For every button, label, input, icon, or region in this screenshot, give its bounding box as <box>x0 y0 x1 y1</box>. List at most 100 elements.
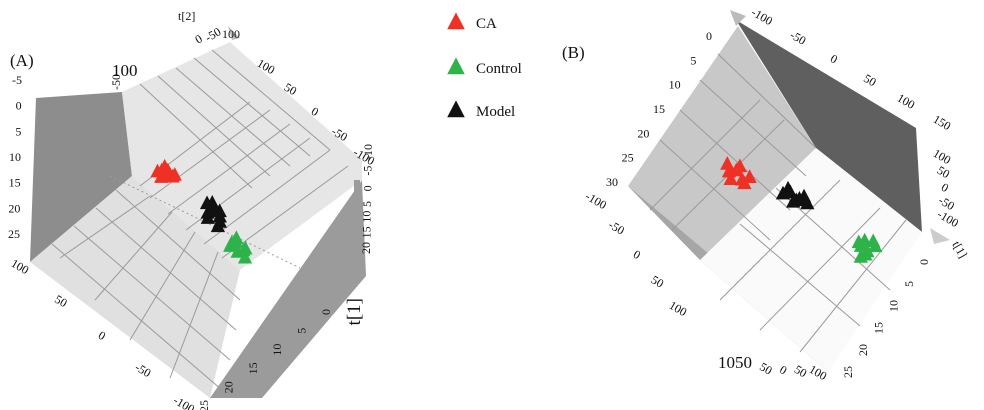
panel-b-point-ca-5 <box>732 158 747 173</box>
panel-b-t2-top-tick-4: 100 <box>895 91 918 112</box>
panel-b-bottom-tick-2: 50 <box>792 362 809 380</box>
panel-b-t3-left-tick-2: 20 <box>637 126 649 140</box>
panel-b-t3-right-tick-2: 10 <box>887 300 901 312</box>
panel-a-t1-left-tick-1: 50 <box>52 292 69 310</box>
panel-a-t3-right-tick-6: 20 <box>359 242 373 254</box>
panel-a-t1-top-mark: 100 <box>112 61 138 80</box>
panel-b-point-ca-7 <box>723 171 738 185</box>
panel-b-top-arrow <box>730 10 746 26</box>
panel-b-point-model-7 <box>800 195 815 210</box>
panel-b-t2-left-tick-2: 0 <box>631 247 643 262</box>
panel-a-t3-right-tick-5: 15 <box>359 226 373 238</box>
panel-b-t2-left-tick-0: -100 <box>583 189 609 212</box>
panel-a-t2-label: t[2] <box>178 9 195 23</box>
panel-a-label: (A) <box>10 51 34 70</box>
panel-a-point-control-6 <box>223 238 238 252</box>
panel-b-bottom-tick-1: 0 <box>777 362 789 377</box>
panel-a-t3-left-tick-1: 20 <box>8 201 20 215</box>
panel-a-t3-left-tick-0: 25 <box>8 227 20 241</box>
panel-a-t1-left-tick-2: 0 <box>96 328 108 343</box>
panel-b-t3-left-tick-6: 0 <box>706 29 712 43</box>
panel-a-t3-left-tick-6: -5 <box>12 73 22 87</box>
panel-a-t3-bottom-tick-4: 5 <box>295 328 309 334</box>
legend-label-2: Model <box>476 104 515 120</box>
panel-b-t3-right-tick-4: 20 <box>856 344 870 356</box>
panel-b-t1-label: t[1] <box>949 239 970 261</box>
panel-b-t2-right-tick-2: 0 <box>939 180 951 195</box>
panel-b-point-control-3 <box>851 234 866 249</box>
panel-a-t3-right-tick-3: 5 <box>360 201 374 207</box>
panel-a-t1-label: t[1] <box>344 298 365 325</box>
panel-b-point-control-7 <box>868 238 883 253</box>
panel-a-back-plane <box>122 42 362 270</box>
panel-b-left-wall <box>628 26 816 260</box>
panel-b-t2-top-tick-3: 50 <box>861 71 878 89</box>
panel-b-right-arrow <box>930 228 950 244</box>
panel-b-t3-left-tick-5: 5 <box>690 53 696 67</box>
panel-a-point-control-7 <box>237 249 253 264</box>
panel-b-t2-top-tick-5: 150 <box>931 112 954 133</box>
panel-b-point-model-5 <box>792 191 807 205</box>
legend-label-0: CA <box>476 16 497 32</box>
panel-b-t2-left-tick-4: 100 <box>667 298 690 319</box>
panel-b-grid <box>649 53 907 353</box>
panel-a-t3-bottom-tick-0: 25 <box>197 400 211 410</box>
panel-b-t2-top-tick-1: -50 <box>788 28 809 48</box>
panel-a-points <box>150 158 253 264</box>
panel-a-t3-bottom-tick-3: 10 <box>270 344 284 356</box>
panel-b-point-control-6 <box>853 249 868 263</box>
panel-b-t3-left-tick-0: 30 <box>606 175 618 189</box>
panel-a-point-model-6 <box>200 210 215 224</box>
legend-marker-0 <box>447 12 465 30</box>
panel-b-t3-right-tick-5: 25 <box>841 366 855 378</box>
panel-a-t1-left-tick-4: -100 <box>171 393 197 410</box>
panel-a-top-arrow <box>228 26 240 40</box>
panel-b-dark-wall <box>736 20 922 232</box>
panel-a-point-control-5 <box>238 240 253 255</box>
panel-a-t3-bottom-tick-2: 15 <box>246 362 260 374</box>
panel-a-left-wall <box>30 92 132 262</box>
panel-b-t3-right-tick-1: 5 <box>902 281 916 287</box>
panel-b-t3-right-tick-0: 0 <box>917 259 931 265</box>
panel-b-t3-left-tick-3: 15 <box>653 102 665 116</box>
panel-a-right-arrow <box>352 262 362 280</box>
panel-b-t2-right-tick-4: -100 <box>935 207 961 230</box>
panel-b-t2-right-tick-1: 50 <box>935 163 952 181</box>
panel-a-point-ca-7 <box>154 169 169 183</box>
panel-a-right-wall <box>210 180 366 398</box>
panel-a-point-model-9 <box>205 195 220 209</box>
panel-b-bottom-big: 1050 <box>718 353 752 372</box>
panel-b-t2-top-tick-0: -100 <box>749 5 775 28</box>
panel-b-t3-left-tick-1: 25 <box>622 151 634 165</box>
panel-a-t3-bottom-tick-5: 0 <box>319 309 333 315</box>
panel-a-point-control-4 <box>229 230 244 244</box>
panel-a-t3-right-tick-1: -5 <box>361 166 375 176</box>
legend-marker-1 <box>447 57 465 75</box>
panel-a-t3-right-tick-2: 0 <box>360 185 374 191</box>
panel-b-floor <box>700 148 922 372</box>
panel-a-t3-bottom-tick-1: 20 <box>221 381 235 393</box>
panel-a-t2-top-mark-1: -50 <box>203 24 224 44</box>
panel-a-point-model-8 <box>212 203 227 218</box>
panel-a-point-model-7 <box>210 218 226 233</box>
panel-a-floor <box>30 176 240 398</box>
panel-b-points <box>720 156 883 263</box>
panel-a-t1-left-tick-0: 100 <box>9 256 32 277</box>
panel-a-t2-top-tick-2: 0 <box>309 104 321 119</box>
legend-label-1: Control <box>476 61 522 77</box>
panel-b-point-ca-6 <box>737 175 752 190</box>
legend: CA Control Model <box>447 12 522 120</box>
panel-b-t2-left-tick-1: -50 <box>606 217 627 237</box>
panel-a-t2-top-mark-2: 100 <box>222 27 240 41</box>
panel-b-t3-left-tick-4: 10 <box>669 78 681 92</box>
panel-a: (A) <box>8 9 377 410</box>
panel-a-point-ca-6 <box>167 167 182 181</box>
panel-b-point-ca-4 <box>720 156 735 170</box>
panel-a-t3-left-tick-5: 0 <box>16 99 22 113</box>
panel-b-bottom-tick-0: 50 <box>757 359 774 377</box>
panel-a-t1-top-mark-b: -50 <box>109 74 123 90</box>
panel-a-t3-left-tick-2: 15 <box>9 176 21 190</box>
panel-b-point-model-6 <box>780 180 796 195</box>
